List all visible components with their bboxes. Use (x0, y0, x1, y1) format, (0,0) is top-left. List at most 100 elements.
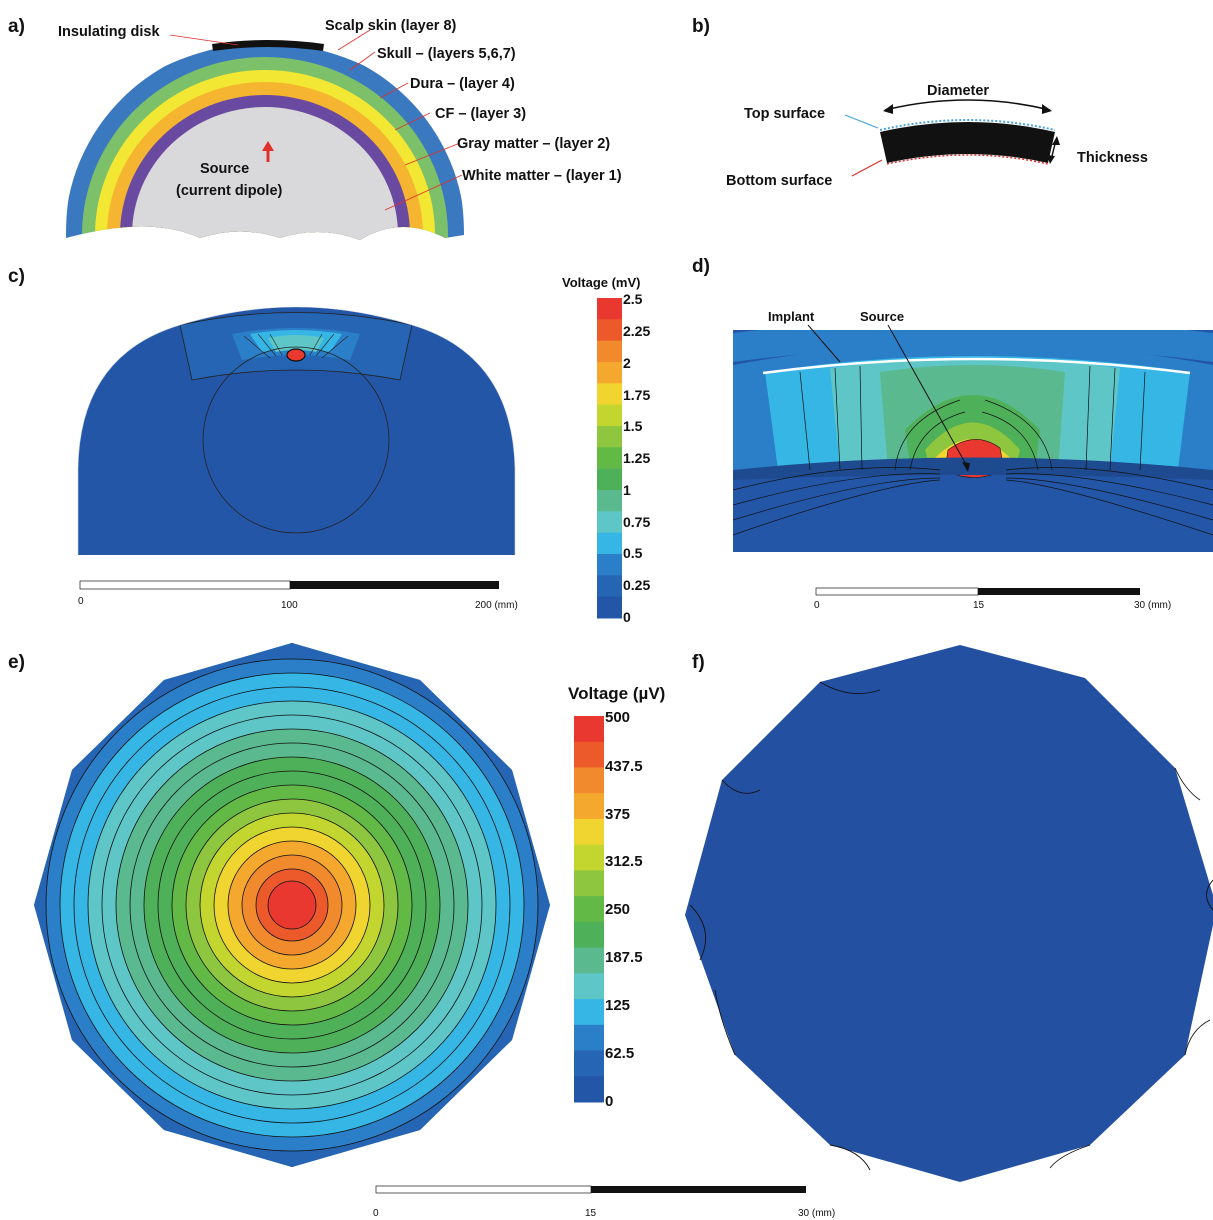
top-surface-label: Top surface (744, 106, 825, 122)
dipole-arrow-icon (262, 141, 274, 151)
colorbar-uv-swatch (574, 716, 604, 743)
colorbar-uv-swatch (574, 921, 604, 949)
colorbar-mv-swatch (597, 383, 622, 406)
scale-d-tick-0: 0 (814, 600, 820, 611)
colorbar-uv-swatch (574, 947, 604, 974)
source-arrowhead-icon (962, 462, 970, 472)
bottom-surface-label: Bottom surface (726, 173, 832, 189)
diameter-arrowhead-right-icon (1042, 104, 1052, 114)
colorbar-mv-swatch (597, 340, 622, 363)
voltage-map-d (733, 330, 1213, 552)
colorbar-mv-swatches (597, 298, 622, 619)
panel-d: d) (692, 256, 1213, 611)
colorbar-mv-swatch (597, 404, 622, 427)
cb-mv-tick: 0.75 (623, 514, 650, 530)
implant-disk-shape (880, 122, 1055, 163)
cb-uv-tick: 187.5 (605, 949, 643, 966)
implant-pointer (807, 324, 841, 363)
panel-d-label: d) (692, 256, 710, 277)
scale-c-tick-2: 200 (mm) (475, 600, 518, 611)
colorbar-uv-swatch (574, 741, 604, 768)
cb-uv-tick: 0 (605, 1093, 613, 1110)
scale-e-tick-0: 0 (373, 1208, 379, 1219)
diameter-arrow (884, 99, 1051, 111)
colorbar-uv-swatch (574, 793, 604, 820)
top-surface-line (879, 119, 1056, 131)
panel-c: c) 0 100 200 (mm) (8, 266, 518, 611)
panel-a-label: a) (8, 16, 25, 37)
source-label-d: Source (860, 309, 904, 324)
cb-mv-tick: 1.25 (623, 450, 650, 466)
contour-ring (267, 880, 317, 930)
source-sublabel: (current dipole) (176, 183, 283, 199)
diameter-label: Diameter (927, 83, 989, 99)
panel-f-label: f) (692, 652, 705, 673)
source-label: Source (200, 161, 249, 177)
colorbar-mv-swatch (597, 575, 622, 598)
bottom-surface-line (886, 154, 1049, 165)
insulating-disk-shape (212, 40, 324, 51)
panel-e-label: e) (8, 652, 25, 673)
dura-label: Dura – (layer 4) (410, 76, 515, 92)
colorbar-mv-swatch (597, 511, 622, 534)
cb-mv-tick: 0.25 (623, 577, 650, 593)
cb-uv-tick: 250 (605, 901, 630, 918)
thickness-arrowhead-top-icon (1052, 136, 1060, 145)
scale-bar-c: 0 100 200 (mm) (78, 580, 518, 611)
panel-b: b) Diameter Top surface Bottom surface T… (692, 16, 1148, 189)
scale-d-tick-2: 30 (mm) (1134, 600, 1171, 611)
white-matter-label: White matter – (layer 1) (462, 168, 622, 184)
colorbar-uv-swatch (574, 1050, 604, 1077)
callout-lines (169, 29, 463, 211)
scale-e-tick-1: 15 (585, 1208, 597, 1219)
implant-label: Implant (768, 309, 815, 324)
colorbar-uv-ticks: 500 437.5 375 312.5 250 187.5 125 62.5 0 (605, 709, 643, 1110)
cb-mv-tick: 2.25 (623, 323, 650, 339)
colorbar-mv-swatch (597, 468, 622, 491)
cb-mv-tick: 1.5 (623, 418, 643, 434)
scale-bar-e: 0 15 30 (mm) (373, 1185, 835, 1219)
colorbar-mv-swatch (597, 426, 622, 448)
colorbar-uv-swatch (574, 844, 604, 871)
panel-e: e) 0 15 30 (mm) (8, 643, 835, 1219)
colorbar-mv-swatch (597, 596, 622, 619)
colorbar-uv-swatch (574, 1076, 604, 1103)
colorbar-uv-title: Voltage (µV) (568, 684, 665, 703)
colorbar-uv-swatches (574, 716, 604, 1103)
scale-bar-d: 0 15 30 (mm) (814, 587, 1171, 611)
isolines-f (689, 681, 1213, 1171)
cf-label: CF – (layer 3) (435, 106, 526, 122)
colorbar-mv-swatch (597, 532, 622, 555)
panel-b-label: b) (692, 16, 710, 37)
colorbar-uv-swatch (574, 870, 604, 897)
panel-c-label: c) (8, 266, 25, 287)
cb-mv-tick: 2.5 (623, 291, 643, 307)
colorbar-mv-swatch (597, 554, 622, 576)
colorbar-uv-swatch (574, 767, 604, 794)
cb-uv-tick: 125 (605, 997, 630, 1014)
cb-mv-tick: 2 (623, 355, 631, 371)
cb-mv-tick: 0.5 (623, 545, 643, 561)
voltage-map-e (34, 643, 550, 1167)
diameter-arrowhead-left-icon (883, 104, 893, 114)
cb-uv-tick: 62.5 (605, 1045, 634, 1062)
source-pointer (887, 324, 969, 469)
cb-uv-tick: 437.5 (605, 758, 643, 775)
colorbar-mv-ticks: 2.5 2.25 2 1.75 1.5 1.25 1 0.75 0.5 0.25… (623, 291, 650, 625)
colorbar-mv-swatch (597, 298, 622, 320)
cb-mv-tick: 1.75 (623, 387, 650, 403)
colorbar-uv-swatch (574, 973, 604, 1000)
cb-mv-tick: 0 (623, 609, 631, 625)
colorbar-mv-swatch (597, 490, 622, 512)
cb-uv-tick: 375 (605, 806, 630, 823)
colorbar-uv-swatch (574, 1024, 604, 1052)
scale-e-tick-2: 30 (mm) (798, 1208, 835, 1219)
colorbar-uv-swatch (574, 896, 604, 923)
thickness-label: Thickness (1077, 150, 1148, 166)
voltage-map-f (685, 645, 1213, 1182)
top-surface-pointer (844, 114, 879, 129)
implant-line (762, 357, 1191, 375)
colorbar-mv-swatch (597, 447, 622, 470)
panel-a: a) Source (current dipole) Insulating di… (8, 16, 622, 240)
colorbar-uv-swatch (574, 818, 604, 846)
